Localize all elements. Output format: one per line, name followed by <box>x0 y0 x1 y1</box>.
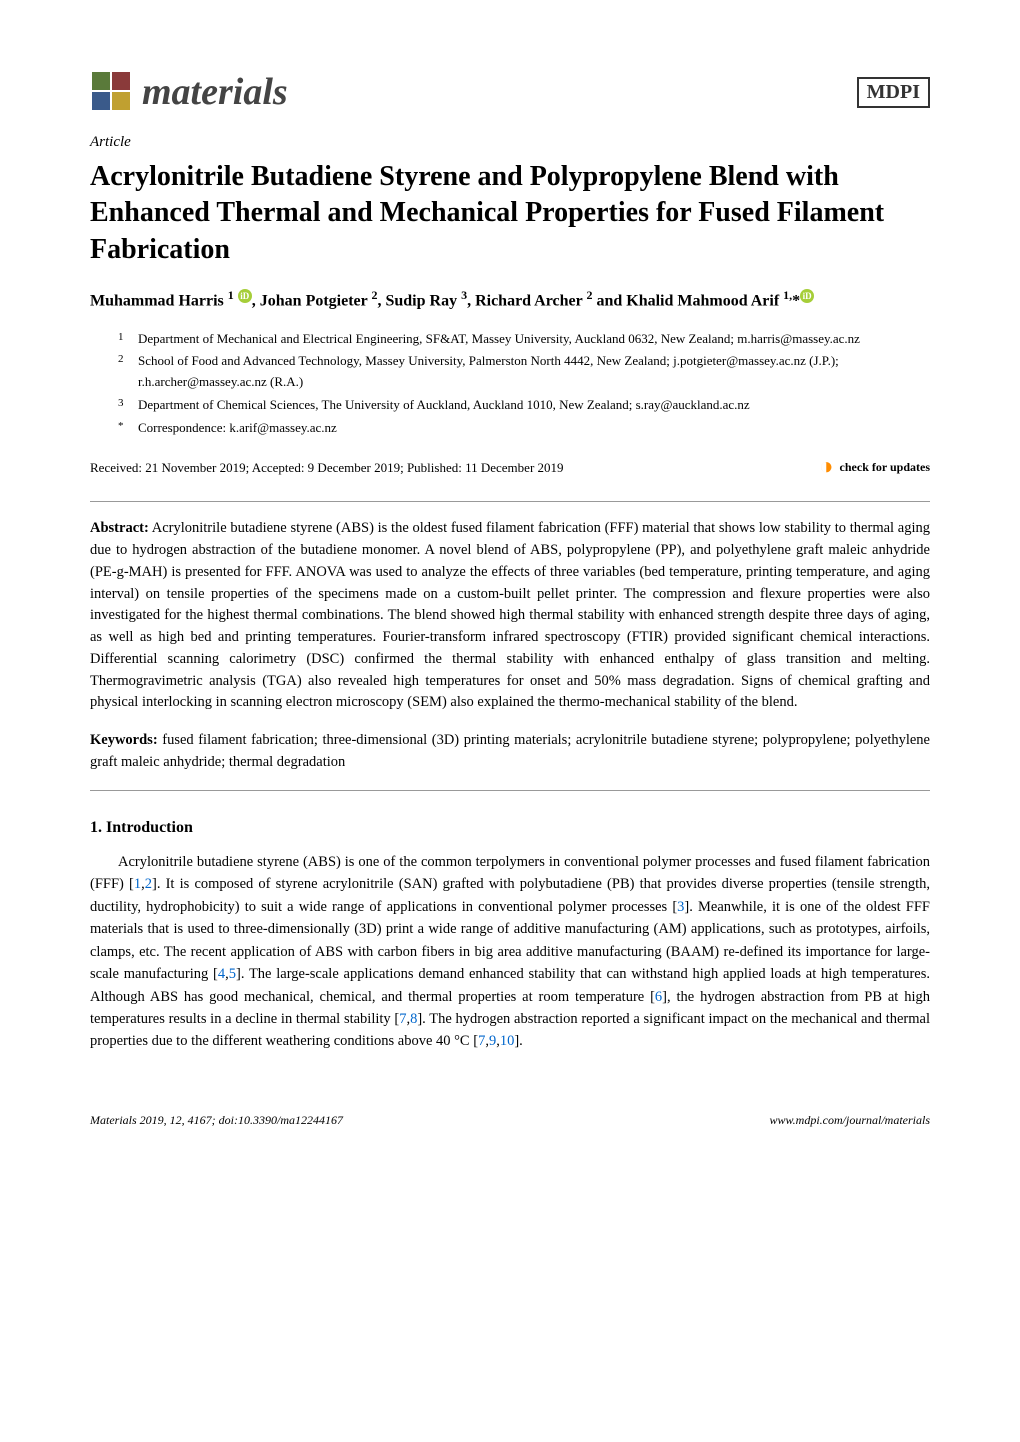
affiliation-number: * <box>118 418 138 439</box>
check-updates-badge[interactable]: ◑ check for updates <box>819 454 930 481</box>
keywords-label: Keywords: <box>90 732 158 748</box>
abstract-block: Abstract: Acrylonitrile butadiene styren… <box>90 501 930 790</box>
authors: Muhammad Harris 1 iD, Johan Potgieter 2,… <box>90 288 930 310</box>
materials-logo-icon <box>90 70 134 114</box>
body-paragraph: Acrylonitrile butadiene styrene (ABS) is… <box>90 851 930 1053</box>
abstract-label: Abstract: <box>90 520 149 536</box>
affiliation-item: 1 Department of Mechanical and Electrica… <box>118 329 930 350</box>
journal-name: materials <box>142 70 288 114</box>
abstract-paragraph: Abstract: Acrylonitrile butadiene styren… <box>90 518 930 714</box>
affiliation-text: Department of Chemical Sciences, The Uni… <box>138 395 750 416</box>
keywords-body: fused filament fabrication; three-dimens… <box>90 732 930 770</box>
affiliation-text: Correspondence: k.arif@massey.ac.nz <box>138 418 337 439</box>
footer-right: www.mdpi.com/journal/materials <box>770 1113 930 1128</box>
section-heading: 1. Introduction <box>90 819 930 837</box>
article-title: Acrylonitrile Butadiene Styrene and Poly… <box>90 159 930 268</box>
abstract-body: Acrylonitrile butadiene styrene (ABS) is… <box>90 520 930 710</box>
affiliation-number: 3 <box>118 395 138 416</box>
check-updates-text: check for updates <box>840 460 930 475</box>
mdpi-logo: MDPI <box>857 77 930 108</box>
received-dates: Received: 21 November 2019; Accepted: 9 … <box>90 460 564 476</box>
affiliation-text: Department of Mechanical and Electrical … <box>138 329 860 350</box>
affiliation-item: * Correspondence: k.arif@massey.ac.nz <box>118 418 930 439</box>
affiliation-number: 1 <box>118 329 138 350</box>
dates-row: Received: 21 November 2019; Accepted: 9 … <box>90 454 930 481</box>
affiliation-number: 2 <box>118 351 138 393</box>
footer-row: Materials 2019, 12, 4167; doi:10.3390/ma… <box>90 1113 930 1128</box>
journal-logo: materials <box>90 70 288 114</box>
affiliation-item: 3 Department of Chemical Sciences, The U… <box>118 395 930 416</box>
article-label: Article <box>90 134 930 151</box>
keywords-paragraph: Keywords: fused filament fabrication; th… <box>90 730 930 774</box>
header-row: materials MDPI <box>90 70 930 114</box>
footer-left: Materials 2019, 12, 4167; doi:10.3390/ma… <box>90 1113 343 1128</box>
affiliation-item: 2 School of Food and Advanced Technology… <box>118 351 930 393</box>
check-updates-icon: ◑ <box>819 454 834 481</box>
affiliation-text: School of Food and Advanced Technology, … <box>138 351 930 393</box>
affiliations-list: 1 Department of Mechanical and Electrica… <box>90 329 930 439</box>
